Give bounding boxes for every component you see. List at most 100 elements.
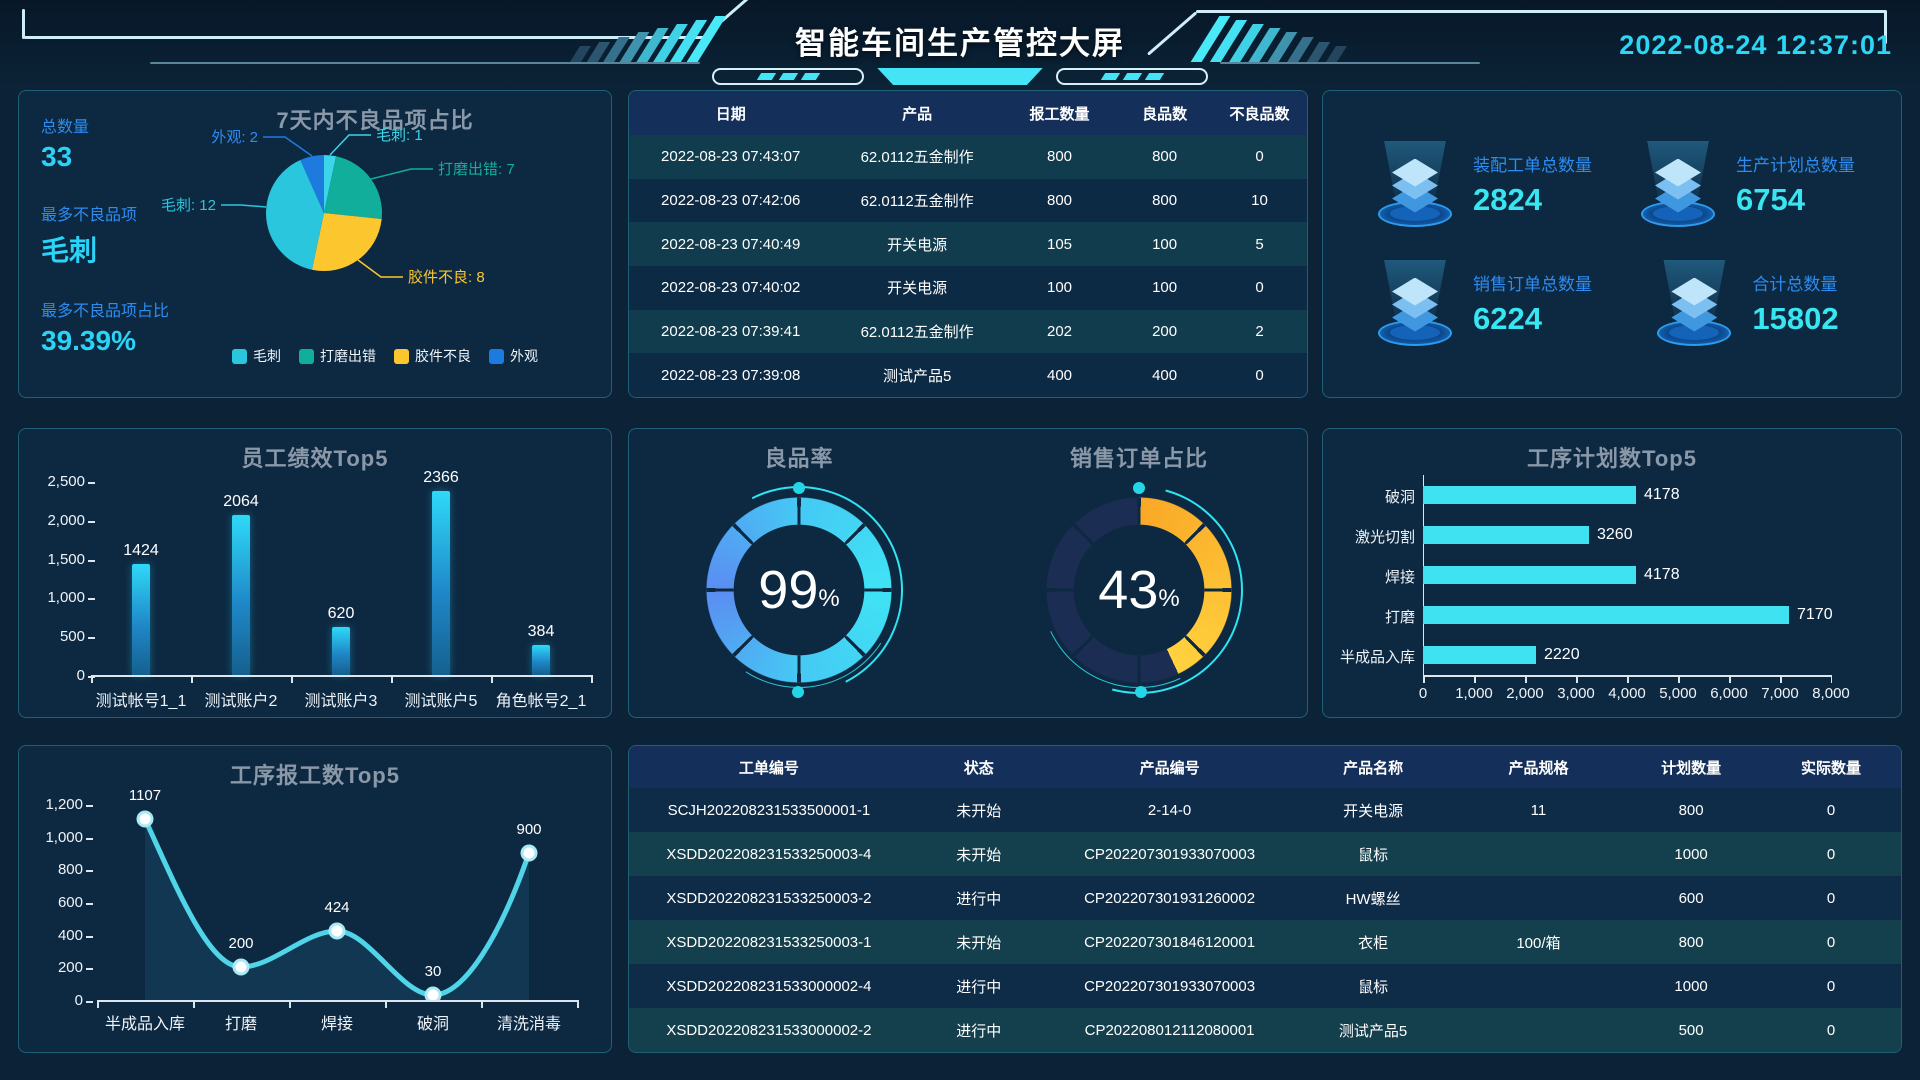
x-tick: 5,000 [1659,685,1697,702]
table-row: 2022-08-23 07:43:07 62.0112五金制作 800 800 0 [629,135,1307,179]
x-category: 角色帐号2_1 [495,693,587,710]
pie-label: 毛刺: 12 [161,197,216,214]
chart-title: 员工绩效Top5 [241,446,389,471]
x-axis [1423,675,1832,683]
bar [232,515,250,675]
bar-value: 4178 [1644,486,1680,503]
point-value: 30 [425,963,442,980]
stat-card-production-plans: 生产计划总数量 6754 [1612,125,1875,244]
report-line-chart: 1107 200 424 30 900 [129,787,542,1002]
page-title: 智能车间生产管控大屏 [795,26,1125,61]
table-header-row: 日期 产品 报工数量 良品数 不良品数 [629,91,1307,135]
leader-line [221,204,267,208]
y-tick: 2,500 [25,473,95,490]
gauge-dot [791,686,804,698]
y-category: 半成品入库 [1339,649,1415,666]
panel-production-table: 日期 产品 报工数量 良品数 不良品数 2022-08-23 07:43:07 6… [628,90,1308,398]
chart-title: 工序计划数Top5 [1527,446,1697,471]
legend-item: 外观 [489,346,538,366]
table-row: 2022-08-23 07:42:06 62.0112五金制作 800 800 10 [629,178,1307,223]
x-category: 焊接 [320,1016,353,1033]
gauge-dot [1135,686,1148,698]
bar [1423,646,1536,664]
y-category: 激光切割 [1354,529,1415,546]
chart-title: 销售订单占比 [1069,446,1208,471]
bar [1423,566,1636,584]
y-tick: 400 [23,927,93,944]
table-header-row: 工单编号 状态 产品编号 产品名称 产品规格 计划数量 实际数量 [629,746,1901,788]
stat-label: 销售订单总数量 [1473,275,1592,294]
bar-value: 3260 [1597,526,1633,543]
production-table: 日期 产品 报工数量 良品数 不良品数 2022-08-23 07:43:07 6… [629,91,1307,397]
data-point [328,922,346,940]
chart-title: 良品率 [764,446,834,471]
table-row: XSDD202208231533250003-4 未开始 CP20220730193… [629,832,1901,876]
x-tick: 6,000 [1710,685,1748,702]
panel-process-plan: 工序计划数Top5 破洞 激光切割 焊接 打磨 半成品入库 4178 3260 … [1322,428,1902,718]
x-tick: 2,000 [1506,685,1544,702]
layers-icon [1632,140,1724,229]
header-frame-line [1884,10,1887,44]
gauge-sales-ratio: 43 % [996,447,1282,733]
stat-card-assembly-orders: 装配工单总数量 2824 [1349,125,1612,244]
table-row: SCJH202208231533500001-1 未开始 2-14-0 开关电源 11 8… [629,788,1901,832]
x-category: 清洗消毒 [496,1016,561,1033]
x-axis [97,1000,579,1008]
legend-item: 胶件不良 [394,346,471,366]
bar-value: 2064 [223,493,259,510]
x-tick: 7,000 [1761,685,1799,702]
layers-icon [1369,140,1461,229]
x-tick: 1,000 [1455,685,1493,702]
pie-slice-waiguan [300,155,324,213]
table-row: 2022-08-23 07:40:02 开关电源 100 100 0 [629,266,1307,310]
y-tick: 0 [25,667,95,684]
y-tick: 1,000 [25,589,95,606]
x-tick: 3,000 [1557,685,1595,702]
x-axis [91,675,593,683]
y-tick: 600 [23,894,93,911]
leader-line [263,136,313,157]
layers-icon [1369,259,1461,348]
decor-pill-left [712,68,864,85]
x-category: 测试账户5 [404,693,478,710]
gauge-good-rate: 99 % [667,458,931,722]
point-value: 200 [228,935,253,952]
table-row: XSDD202208231533000002-2 进行中 CP20220801211… [629,1008,1901,1052]
data-point [520,844,538,862]
data-point [136,810,154,828]
gauge-value: 43 % [1098,560,1180,620]
defect-pie-chart: 毛刺: 1 打磨出错: 7 胶件不良: 8 毛刺: 12 外观: 2 [161,127,515,286]
table-row: XSDD202208231533000002-4 进行中 CP20220730193… [629,964,1901,1008]
x-tick: 4,000 [1608,685,1646,702]
gauge-value: 99 % [758,560,840,620]
table-row: 2022-08-23 07:40:49 开关电源 105 100 5 [629,222,1307,267]
bar-value: 384 [527,623,555,640]
pie-label: 毛刺: 1 [376,127,423,144]
panel-defect-pie: 7天内不良品项占比 总数量 33 最多不良品项 毛刺 最多不良品项占比 39.3… [18,90,612,398]
pie-legend: 毛刺 打磨出错 胶件不良 外观 [169,346,601,366]
legend-item: 毛刺 [232,346,281,366]
panel-gauges: 良品率 销售订单占比 99 % 43 % [628,428,1308,733]
y-tick: 1,500 [25,551,95,568]
data-point [232,958,250,976]
y-tick: 2,000 [25,512,95,529]
point-value: 1107 [129,787,161,804]
stat-card-grid: 装配工单总数量 2824 生产计划总数量 6754 销售订单总数量 6224 合… [1323,91,1901,397]
chart-title: 工序报工数Top5 [230,763,400,788]
pie-label: 外观: 2 [211,129,258,146]
point-value: 900 [516,821,541,838]
stat-card-sales-orders: 销售订单总数量 6224 [1349,244,1612,363]
chart-title: 7天内不良品项占比 [276,108,474,133]
stat-value: 6754 [1736,182,1805,217]
header-frame-line [24,36,708,39]
stat-label: 生产计划总数量 [1736,156,1855,175]
defect-kpis: 总数量 33 最多不良品项 毛刺 最多不良品项占比 39.39% [41,113,181,385]
clock: 2022-08-24 12:37:01 [1619,30,1892,60]
pie-label: 打磨出错: 7 [438,161,515,178]
stat-value: 15802 [1752,301,1839,336]
kpi-top-defect-ratio: 最多不良品项占比 39.39% [41,303,170,356]
bar [1423,526,1589,544]
bar [132,564,150,675]
table-row: XSDD202208231533250003-1 未开始 CP20220730184… [629,920,1901,964]
y-tick: 1,000 [23,829,93,846]
